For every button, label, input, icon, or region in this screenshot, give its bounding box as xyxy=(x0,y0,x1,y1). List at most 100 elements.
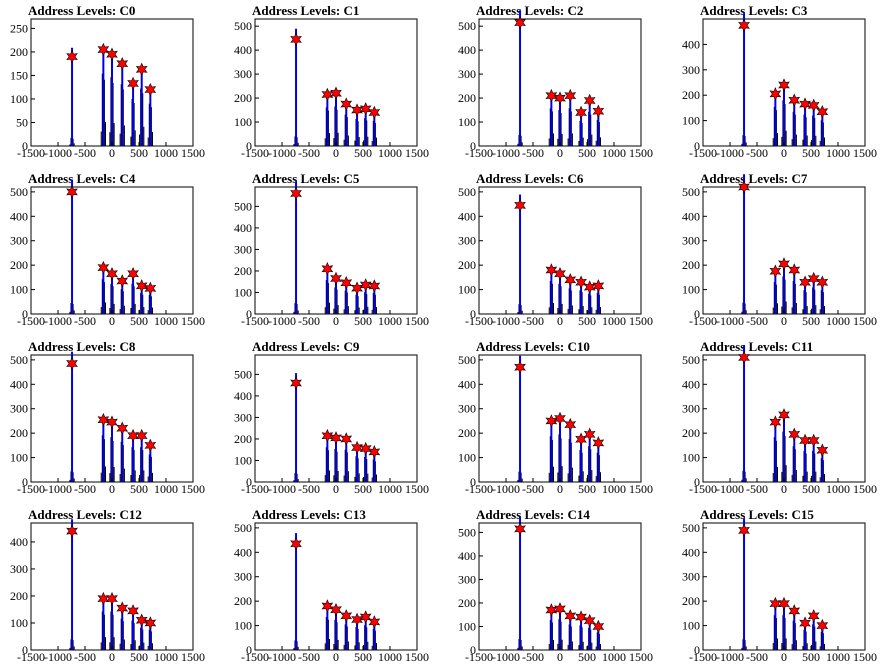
x-tick-label: 0 xyxy=(333,650,339,664)
x-tick-label: 1500 xyxy=(853,314,877,328)
histogram-panel: Address Levels: C14 -1500 -1000 -500 0 500 100… xyxy=(448,504,672,672)
y-tick-label: 500 xyxy=(682,521,700,535)
x-tick-label: 1000 xyxy=(378,314,402,328)
x-tick-label: 1000 xyxy=(378,146,402,160)
peak-marker xyxy=(144,82,157,97)
histogram-panel: Address Levels: C0 -1500 -1000 -500 0 500 1000… xyxy=(0,0,224,168)
y-tick-label: 300 xyxy=(234,410,252,424)
histogram-plot: Address Levels: C10 -1500 -1000 -500 0 500 100… xyxy=(458,339,653,496)
peak-marker xyxy=(575,275,587,289)
x-tick-label: 1500 xyxy=(629,650,653,664)
y-tick-label: 200 xyxy=(458,91,476,105)
peak-marker xyxy=(807,98,820,113)
x-tick-label: -1500 xyxy=(689,482,717,496)
peak-marker xyxy=(330,271,342,286)
x-tick-label: -1000 xyxy=(716,650,744,664)
peak-marker xyxy=(359,102,372,116)
x-tick-label: -1500 xyxy=(465,482,493,496)
x-tick-label: 1500 xyxy=(181,482,205,496)
peak-marker xyxy=(66,49,78,64)
y-tick-label: 0 xyxy=(694,643,700,657)
x-tick-label: -500 xyxy=(298,314,320,328)
y-tick-label: 400 xyxy=(234,545,252,559)
y-tick-label: 100 xyxy=(682,114,700,128)
peak-marker xyxy=(106,415,118,429)
peak-marker xyxy=(330,602,342,617)
x-tick-label: -1500 xyxy=(17,146,45,160)
peak-marker xyxy=(788,93,801,108)
y-tick-label: 300 xyxy=(458,572,476,586)
peak-marker xyxy=(135,613,148,628)
peak-marker xyxy=(106,591,118,606)
x-tick-label: -1000 xyxy=(268,482,296,496)
peak-marker xyxy=(583,93,596,108)
peak-marker xyxy=(778,408,790,422)
x-tick-label: 500 xyxy=(578,146,596,160)
peak-marker xyxy=(564,417,577,432)
y-tick-label: 500 xyxy=(234,367,252,381)
x-tick-label: -1500 xyxy=(689,314,717,328)
y-tick-label: 400 xyxy=(682,209,700,223)
y-tick-label: 200 xyxy=(10,45,28,59)
peak-marker xyxy=(799,433,811,448)
histogram-bars xyxy=(69,351,153,482)
x-tick-label: 1500 xyxy=(629,146,653,160)
peak-marker xyxy=(554,602,566,616)
histogram-panel: Address Levels: C11 -1500 -1000 -500 0 500 100… xyxy=(672,336,896,504)
y-tick-label: 0 xyxy=(22,643,28,657)
y-tick-label: 400 xyxy=(682,545,700,559)
y-tick-label: 400 xyxy=(10,377,28,391)
x-tick-label: 1500 xyxy=(629,314,653,328)
y-tick-label: 0 xyxy=(246,139,252,153)
chart-title: Address Levels: C9 xyxy=(252,339,360,354)
peak-marker xyxy=(368,615,381,629)
peak-marker xyxy=(514,15,526,30)
y-tick-label: 200 xyxy=(234,432,252,446)
y-tick-label: 400 xyxy=(682,37,700,51)
y-tick-label: 300 xyxy=(682,234,700,248)
peak-marker xyxy=(799,616,811,630)
y-tick-label: 100 xyxy=(682,619,700,633)
x-tick-label: 500 xyxy=(802,650,820,664)
x-tick-label: 500 xyxy=(354,314,372,328)
x-tick-label: -1500 xyxy=(241,482,269,496)
x-tick-label: 0 xyxy=(109,650,115,664)
x-tick-label: 1000 xyxy=(154,314,178,328)
y-tick-label: 300 xyxy=(458,402,476,416)
x-tick-label: -1000 xyxy=(492,314,520,328)
y-tick-label: 200 xyxy=(10,426,28,440)
chart-title: Address Levels: C11 xyxy=(700,339,813,354)
peak-marker xyxy=(799,275,811,289)
y-tick-label: 300 xyxy=(234,242,252,256)
y-tick-label: 100 xyxy=(682,283,700,297)
y-tick-label: 300 xyxy=(10,562,28,576)
chart-title: Address Levels: C13 xyxy=(252,507,366,522)
y-tick-label: 400 xyxy=(458,377,476,391)
x-tick-label: 500 xyxy=(354,146,372,160)
y-tick-label: 0 xyxy=(694,307,700,321)
peak-marker xyxy=(340,432,353,446)
y-tick-label: 150 xyxy=(10,68,28,82)
x-tick-label: 1500 xyxy=(853,482,877,496)
x-tick-label: 0 xyxy=(781,314,787,328)
y-tick-label: 0 xyxy=(470,139,476,153)
x-tick-label: 0 xyxy=(333,146,339,160)
histogram-bars xyxy=(741,174,825,314)
peak-marker xyxy=(116,56,129,71)
y-tick-label: 100 xyxy=(458,115,476,129)
peak-marker xyxy=(788,604,801,618)
x-tick-label: -500 xyxy=(74,314,96,328)
histogram-panel: Address Levels: C8 -1500 -1000 -500 0 500 1000… xyxy=(0,336,224,504)
peak-marker xyxy=(359,610,372,624)
y-tick-label: 500 xyxy=(234,199,252,213)
y-tick-label: 300 xyxy=(682,402,700,416)
y-tick-label: 500 xyxy=(10,185,28,199)
peak-marker xyxy=(290,376,302,390)
y-tick-label: 100 xyxy=(458,283,476,297)
y-tick-label: 0 xyxy=(22,139,28,153)
peak-marker xyxy=(788,263,801,277)
peak-marker xyxy=(564,609,577,623)
peak-marker xyxy=(583,427,596,442)
y-tick-label: 400 xyxy=(458,43,476,57)
peak-marker xyxy=(816,275,829,289)
